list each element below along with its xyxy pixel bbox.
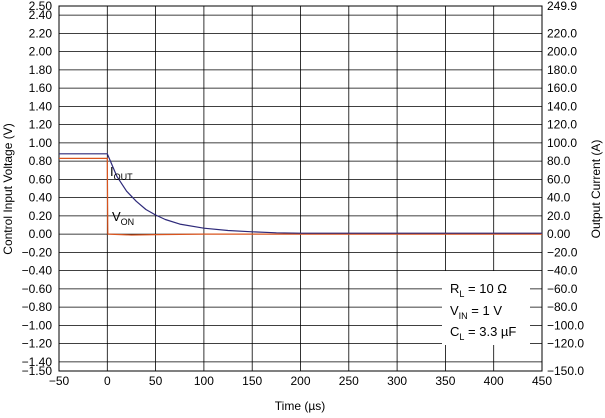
y-tick-label: −1.20	[22, 337, 53, 351]
y2-tick-label: 140.0	[547, 99, 577, 113]
y-tick-label: −1.40	[22, 355, 53, 369]
y2-tick-label: −150.0	[547, 364, 584, 378]
y2-tick-label: 100.0	[547, 136, 577, 150]
curve-label-iout: IOUT	[110, 164, 133, 182]
y-tick-label: −1.50	[22, 364, 53, 378]
x-tick-label: 100	[194, 374, 214, 388]
condition-vin: VIN = 1 V	[450, 303, 502, 321]
y-tick-label: 2.40	[29, 8, 53, 22]
y2-tick-label: 0.00	[547, 227, 571, 241]
y2-tick-label: −40.0	[547, 264, 578, 278]
y-tick-label: −1.00	[22, 318, 53, 332]
condition-cl: CL = 3.3 µF	[450, 324, 516, 342]
y2-tick-label: 180.0	[547, 63, 577, 77]
y-tick-label: 1.20	[29, 118, 53, 132]
y2-tick-label: 160.0	[547, 81, 577, 95]
curve-label-von: VON	[112, 209, 134, 227]
x-tick-label: 50	[149, 374, 163, 388]
conditions-box: RL = 10 Ω VIN = 1 V CL = 3.3 µF	[442, 271, 530, 345]
x-tick-label: 450	[532, 374, 552, 388]
series-line-i-out	[59, 153, 542, 234]
y-tick-label: 2.20	[29, 26, 53, 40]
y-tick-label: 1.00	[29, 136, 53, 150]
y2-tick-label: −120.0	[547, 337, 584, 351]
y-tick-label: −0.20	[22, 245, 53, 259]
y2-tick-label: 220.0	[547, 26, 577, 40]
y-tick-label: 0.60	[29, 172, 53, 186]
y-tick-label: 0.20	[29, 209, 53, 223]
x-tick-label: 150	[242, 374, 262, 388]
x-tick-label: 350	[435, 374, 455, 388]
y-axis-title: Control Input Voltage (V)	[1, 123, 15, 254]
y-tick-label: 1.80	[29, 63, 53, 77]
y-tick-label: 2.00	[29, 45, 53, 59]
x-tick-label: 300	[387, 374, 407, 388]
y-tick-label: −0.60	[22, 282, 53, 296]
condition-rl: RL = 10 Ω	[450, 281, 507, 299]
y-tick-label: 1.40	[29, 99, 53, 113]
y-tick-label: −0.40	[22, 264, 53, 278]
x-tick-labels: −50 0 50 100 150 200 250 300 350 400 450	[49, 374, 553, 388]
grid	[59, 6, 542, 371]
y2-tick-label: −100.0	[547, 318, 584, 332]
y2-tick-label: 200.0	[547, 45, 577, 59]
y2-tick-label: 249.9	[547, 0, 577, 13]
y2-tick-label: 60.0	[547, 172, 571, 186]
series-line-v-on	[59, 157, 542, 236]
y2-tick-labels: −150.0 −120.0 −100.0 −80.0 −60.0 −40.0 −20.0 0.…	[547, 0, 584, 378]
y2-tick-label: −60.0	[547, 282, 578, 296]
y2-tick-label: −20.0	[547, 245, 578, 259]
y2-tick-label: 40.0	[547, 191, 571, 205]
series-group	[59, 153, 542, 236]
y2-tick-label: 120.0	[547, 118, 577, 132]
x-tick-label: −50	[49, 374, 70, 388]
x-tick-label: 250	[339, 374, 359, 388]
y-tick-label: 1.60	[29, 81, 53, 95]
x-tick-label: 0	[104, 374, 111, 388]
y-tick-label: 0.80	[29, 154, 53, 168]
y2-tick-label: 20.0	[547, 209, 571, 223]
y-tick-label: 0.40	[29, 191, 53, 205]
x-tick-label: 400	[484, 374, 504, 388]
x-tick-label: 200	[290, 374, 310, 388]
x-axis-title: Time (µs)	[275, 399, 325, 413]
y-tick-labels: −1.50−1.40 −1.20 −1.00 −0.80 −0.60 −0.40 −0.20…	[22, 0, 53, 378]
y-tick-label: −0.80	[22, 300, 53, 314]
y2-axis-title: Output Current (A)	[589, 140, 603, 239]
y-tick-label: 2.50	[29, 0, 53, 13]
y2-tick-label: −80.0	[547, 300, 578, 314]
y2-tick-label: 80.0	[547, 154, 571, 168]
y-tick-label: 0.00	[29, 227, 53, 241]
